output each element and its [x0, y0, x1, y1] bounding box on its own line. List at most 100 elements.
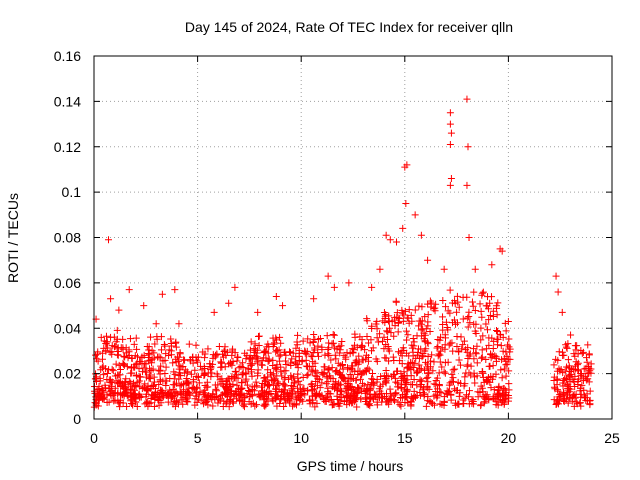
roti-point [561, 375, 569, 383]
roti-point [407, 311, 415, 319]
roti-point [215, 395, 223, 403]
roti-point [368, 347, 376, 355]
roti-point [308, 353, 316, 361]
roti-point [107, 379, 115, 387]
roti-point [565, 362, 573, 370]
roti-point [171, 286, 179, 294]
roti-point [550, 361, 558, 369]
roti-point [241, 349, 249, 357]
roti-point [247, 361, 255, 369]
roti-point [484, 326, 492, 334]
roti-point [185, 380, 193, 388]
roti-point [117, 344, 125, 352]
roti-point [310, 331, 318, 339]
roti-point [147, 333, 155, 341]
roti-point [303, 387, 311, 395]
roti-point [362, 351, 370, 359]
roti-point [338, 337, 346, 345]
roti-point [272, 348, 280, 356]
roti-point [490, 337, 498, 345]
roti-point [255, 390, 263, 398]
roti-point [217, 391, 225, 399]
roti-point [299, 337, 307, 345]
roti-point [297, 396, 305, 404]
roti-point [121, 353, 129, 361]
x-tick-label: 0 [90, 430, 98, 446]
roti-point [233, 353, 241, 361]
roti-point [113, 351, 121, 359]
roti-point [287, 361, 295, 369]
roti-point [309, 368, 317, 376]
roti-point [341, 374, 349, 382]
roti-point [150, 373, 158, 381]
roti-point [495, 386, 503, 394]
roti-point [330, 331, 338, 339]
roti-point [175, 375, 183, 383]
roti-point [394, 328, 402, 336]
roti-point [116, 403, 124, 411]
roti-point [105, 398, 113, 406]
roti-point [305, 362, 313, 370]
roti-point [419, 349, 427, 357]
roti-point [416, 376, 424, 384]
roti-point [471, 379, 479, 387]
roti-point [425, 385, 433, 393]
roti-point [138, 359, 146, 367]
roti-point [333, 345, 341, 353]
roti-point [463, 181, 471, 189]
roti-point [314, 349, 322, 357]
roti-point [188, 385, 196, 393]
roti-point [327, 396, 335, 404]
roti-point [146, 356, 154, 364]
roti-point [421, 338, 429, 346]
roti-point [463, 391, 471, 399]
roti-point [143, 399, 151, 407]
roti-point [306, 339, 314, 347]
roti-point [290, 379, 298, 387]
roti-point [470, 355, 478, 363]
roti-point [432, 388, 440, 396]
roti-point [583, 358, 591, 366]
roti-point [496, 330, 504, 338]
roti-point [382, 231, 390, 239]
roti-point [442, 303, 450, 311]
roti-point [334, 386, 342, 394]
roti-point [435, 382, 443, 390]
roti-point [308, 380, 316, 388]
grid-lines [94, 56, 612, 419]
roti-point [292, 360, 300, 368]
roti-point [272, 336, 280, 344]
roti-point [368, 380, 376, 388]
roti-point [256, 393, 264, 401]
roti-point [114, 371, 122, 379]
roti-point [262, 348, 270, 356]
roti-point [233, 381, 241, 389]
roti-point [563, 344, 571, 352]
roti-point [280, 381, 288, 389]
roti-point [293, 341, 301, 349]
roti-point [479, 332, 487, 340]
roti-point [194, 358, 202, 366]
roti-point [432, 300, 440, 308]
roti-point [144, 387, 152, 395]
roti-point [442, 390, 450, 398]
roti-point [97, 333, 105, 341]
roti-point [391, 397, 399, 405]
roti-point [329, 339, 337, 347]
roti-point [567, 331, 575, 339]
roti-point [245, 387, 253, 395]
roti-point [270, 377, 278, 385]
roti-point [450, 385, 458, 393]
roti-point [262, 378, 270, 386]
roti-point [455, 348, 463, 356]
roti-point [280, 402, 288, 410]
roti-point [295, 357, 303, 365]
roti-point [558, 308, 566, 316]
roti-point [413, 332, 421, 340]
roti-point [428, 351, 436, 359]
roti-point [373, 375, 381, 383]
roti-point [441, 331, 449, 339]
roti-point [316, 384, 324, 392]
roti-point [140, 351, 148, 359]
roti-point [427, 303, 435, 311]
